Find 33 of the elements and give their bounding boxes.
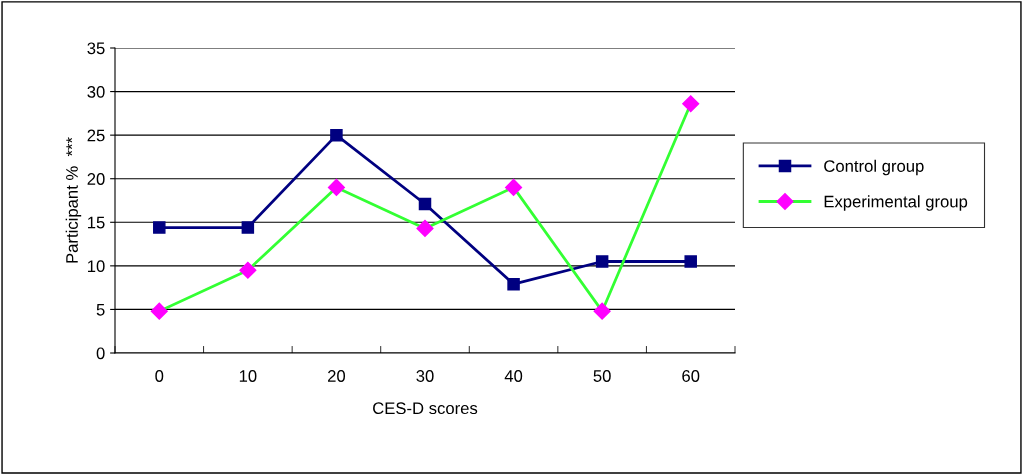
- point: [505, 178, 523, 196]
- x-tick-label: 40: [504, 370, 523, 382]
- point: [153, 221, 166, 234]
- point: [150, 302, 168, 320]
- point: [595, 255, 609, 268]
- y-tick-label: 35: [87, 42, 105, 55]
- point: [682, 95, 700, 113]
- x-tick-label: 60: [682, 370, 700, 382]
- x-tick-label: 10: [239, 370, 257, 382]
- point: [416, 219, 434, 237]
- x-tick-label: 30: [416, 370, 434, 382]
- point: [239, 261, 257, 279]
- point: [593, 302, 611, 320]
- y-tick-label: 0: [96, 347, 105, 360]
- x-tick-label: 50: [593, 370, 611, 382]
- point: [684, 255, 697, 268]
- y-tick-label: 5: [96, 304, 105, 316]
- point: [327, 178, 345, 196]
- legend-label: Experimental group: [824, 195, 968, 211]
- point: [418, 197, 432, 211]
- x-tick-label: 0: [155, 370, 164, 382]
- legend-label: Control group: [824, 159, 924, 176]
- y-tick-label: 30: [87, 85, 105, 98]
- x-tick-label: 20: [328, 370, 346, 382]
- y-tick-label: 20: [87, 173, 105, 185]
- point: [507, 277, 520, 291]
- y-tick-label: 25: [87, 129, 105, 142]
- y-axis-title: Participant % ***: [65, 137, 82, 263]
- y-tick-label: 15: [88, 216, 105, 229]
- point: [330, 128, 343, 142]
- x-axis-title: CES-D scores: [373, 402, 478, 415]
- y-tick-label: 10: [88, 260, 105, 273]
- point: [241, 221, 255, 234]
